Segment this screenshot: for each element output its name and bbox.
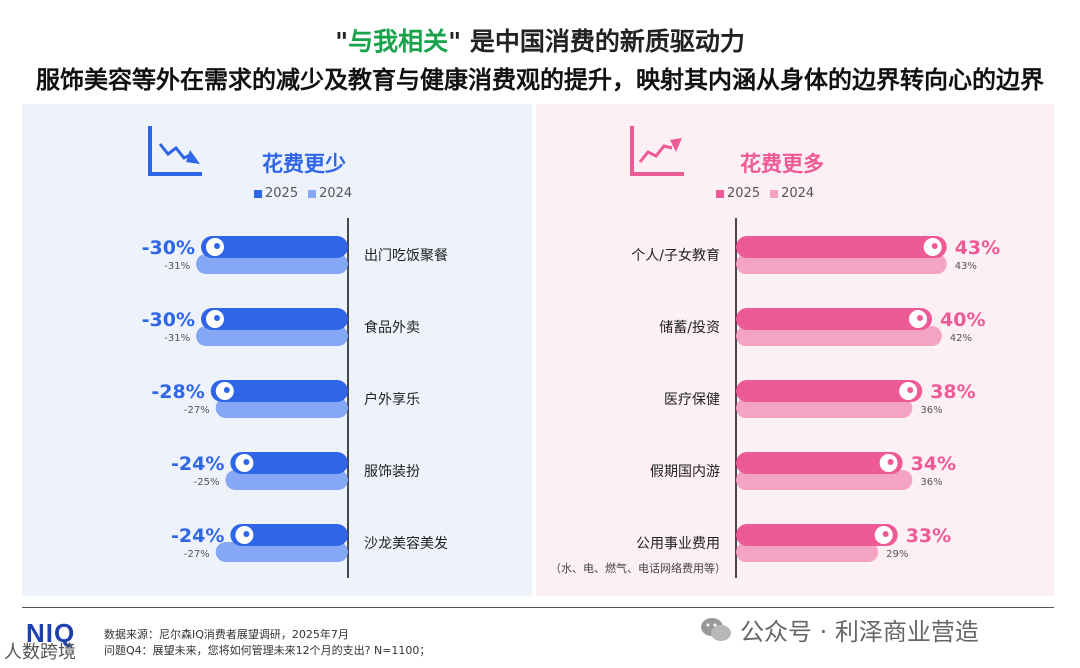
bar-2025 — [736, 236, 947, 258]
bar-2025 — [736, 452, 903, 474]
legend-2024: 2024 — [308, 186, 352, 201]
bar-2025 — [736, 524, 898, 546]
value-label-2024: -27% — [184, 549, 210, 560]
bar-end-dot — [214, 243, 220, 249]
value-label-2025: -30% — [142, 309, 195, 331]
trend-up-icon — [630, 126, 684, 176]
bar-2024 — [196, 254, 348, 274]
bar-2025 — [210, 380, 348, 402]
bar-end-dot — [882, 531, 889, 537]
value-label-2025: 43% — [955, 237, 1000, 259]
legend-2024: 2024 — [770, 186, 814, 201]
bar-2024 — [736, 326, 942, 346]
bar-end-dot — [917, 315, 923, 321]
bar-2024 — [225, 470, 348, 490]
footer-divider — [22, 607, 1054, 608]
spend-more-legend: 2025 2024 — [716, 186, 814, 201]
watermark: 公众号 · 利泽商业营造 — [700, 612, 979, 647]
bar-end-dot — [243, 531, 250, 537]
spend-more-title: 花费更多 — [740, 152, 824, 176]
value-label-2025: -30% — [142, 237, 195, 259]
legend-label-2024: 2024 — [319, 186, 353, 201]
spend-more-panel: 花费更多 2025 2024 — [536, 104, 1054, 596]
category-label: 出门吃饭聚餐 — [364, 248, 448, 264]
legend-label-2024: 2024 — [781, 186, 815, 201]
watermark-text: 公众号 · 利泽商业营造 — [740, 618, 979, 646]
legend-label-2025: 2025 — [265, 186, 299, 201]
trend-down-icon — [148, 126, 202, 176]
title-highlight: 与我相关 — [348, 27, 449, 56]
bar-end-dot — [907, 387, 914, 393]
bar-2025 — [201, 236, 348, 258]
niq-logo: NIQ — [26, 618, 76, 648]
bar-2025 — [230, 524, 348, 546]
value-label-2025: 33% — [906, 525, 951, 547]
legend-swatch-2025 — [716, 189, 724, 198]
category-label: 假期国内游 — [650, 464, 720, 480]
spend-less-panel: 花费更少 2025 2024 — [22, 104, 532, 596]
legend-2025: 2025 — [254, 186, 298, 201]
bar-end-dot — [214, 315, 220, 321]
bar-2024 — [215, 542, 348, 562]
value-label-2025: 34% — [911, 453, 956, 475]
watermark-secondary: 人数跨境 — [4, 642, 76, 663]
value-label-2025: -24% — [171, 453, 224, 475]
bar-2024 — [736, 542, 879, 562]
category-note: （水、电、燃气、电话网络费用等） — [550, 561, 726, 575]
bar-end-dot — [223, 387, 230, 393]
spend-less-legend: 2025 2024 — [254, 186, 352, 201]
value-label-2024: 29% — [886, 549, 908, 560]
legend-swatch-2025 — [254, 189, 262, 198]
legend-swatch-2024 — [770, 189, 779, 198]
title-line-2: 服饰美容等外在需求的减少及教育与健康消费观的提升，映射其内涵从身体的边界转向心的… — [36, 66, 1044, 94]
bar-2025 — [201, 308, 348, 330]
title-quote-open: " — [335, 27, 349, 56]
bar-2024 — [196, 326, 348, 346]
bar-2024 — [736, 470, 913, 490]
legend-swatch-2024 — [308, 189, 317, 198]
category-label: 储蓄/投资 — [659, 320, 720, 336]
legend-2025: 2025 — [716, 186, 760, 201]
wechat-icon — [701, 617, 731, 641]
category-label: 公用事业费用 — [636, 536, 720, 552]
bar-2024 — [736, 254, 947, 274]
title-line-1: "与我相关" 是中国消费的新质驱动力 — [0, 22, 1080, 58]
legend-label-2025: 2025 — [727, 186, 761, 201]
value-label-2025: -28% — [151, 381, 204, 403]
category-label: 沙龙美容美发 — [364, 535, 448, 552]
bar-2025 — [736, 380, 923, 402]
bar-2025 — [736, 308, 932, 330]
value-label-2025: 40% — [940, 309, 985, 331]
value-label-2024: -25% — [194, 477, 220, 488]
survey-question: 问题Q4：展望未来，您将如何管理未来12个月的支出? N=1100； — [104, 644, 431, 657]
bar-2024 — [215, 398, 348, 418]
value-label-2024: -27% — [184, 405, 210, 416]
category-label: 服饰装扮 — [364, 464, 420, 480]
category-label: 食品外卖 — [364, 319, 420, 336]
value-label-2024: 43% — [955, 261, 977, 272]
spend-less-title: 花费更少 — [262, 152, 346, 176]
value-label-2024: -31% — [164, 333, 190, 344]
data-source: 数据来源：尼尔森IQ消费者展望调研，2025年7月 — [104, 628, 349, 641]
bar-end-dot — [243, 459, 250, 465]
value-label-2024: 42% — [950, 333, 972, 344]
value-label-2024: -31% — [164, 261, 190, 272]
title-rest: " 是中国消费的新质驱动力 — [448, 27, 745, 56]
category-label: 医疗保健 — [664, 392, 720, 408]
value-label-2025: 38% — [930, 381, 975, 403]
value-label-2025: -24% — [171, 525, 224, 547]
value-label-2024: 36% — [920, 405, 942, 416]
category-label: 户外享乐 — [364, 391, 420, 408]
bar-2025 — [230, 452, 348, 474]
bar-2024 — [736, 398, 913, 418]
value-label-2024: 36% — [920, 477, 942, 488]
bar-end-dot — [931, 243, 938, 249]
category-label: 个人/子女教育 — [631, 247, 720, 264]
bar-end-dot — [887, 459, 894, 465]
